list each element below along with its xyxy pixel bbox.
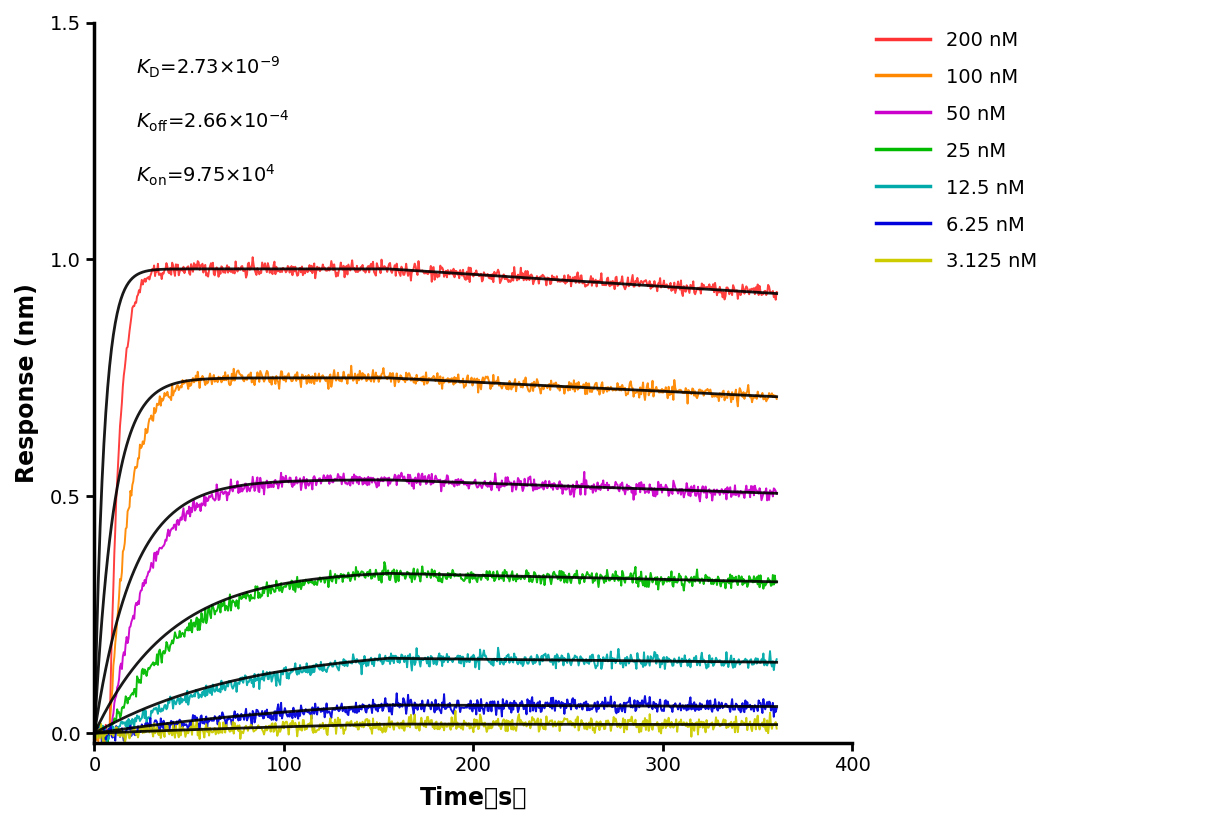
- Text: $K_\mathrm{on}$=9.75×10$^{4}$: $K_\mathrm{on}$=9.75×10$^{4}$: [136, 163, 276, 188]
- Legend: 200 nM, 100 nM, 50 nM, 25 nM, 12.5 nM, 6.25 nM, 3.125 nM: 200 nM, 100 nM, 50 nM, 25 nM, 12.5 nM, 6…: [870, 25, 1042, 277]
- Text: $K_\mathrm{D}$=2.73×10$^{-9}$: $K_\mathrm{D}$=2.73×10$^{-9}$: [136, 55, 281, 80]
- Y-axis label: Response (nm): Response (nm): [15, 283, 39, 483]
- Text: $K_\mathrm{off}$=2.66×10$^{-4}$: $K_\mathrm{off}$=2.66×10$^{-4}$: [136, 109, 290, 134]
- X-axis label: Time（s）: Time（s）: [420, 786, 527, 810]
